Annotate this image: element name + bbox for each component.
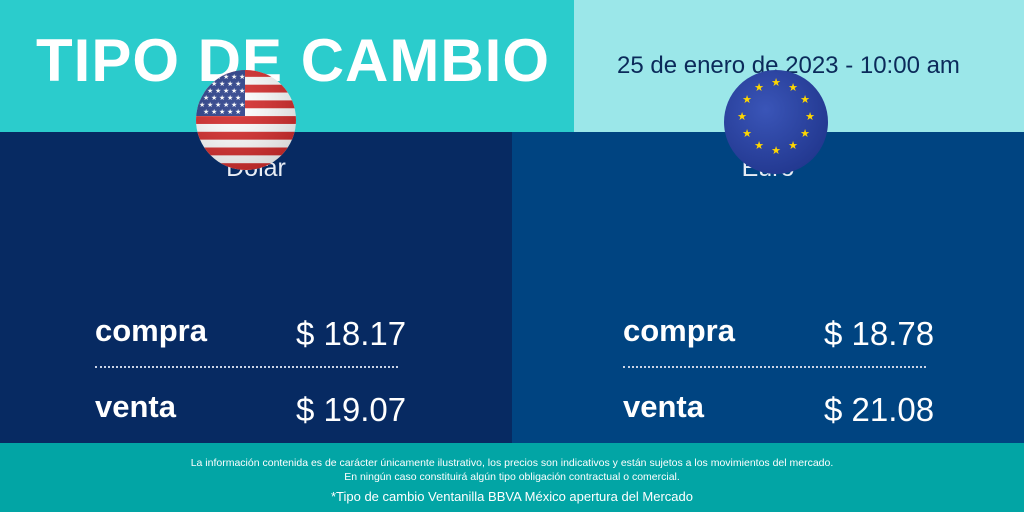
svg-text:★: ★ [771,76,781,89]
dollar-buy-value: $ 18.17 [296,315,407,352]
us-flag-icon: ★★★★★ ★★★★★ ★★★★★★ ★★★★★ ★★★★★★ ★★★★★ [196,70,296,170]
euro-buy-label: compra [623,313,735,348]
disclaimer-line-1: La información contenida es de carácter … [190,457,834,469]
dollar-buy-label: compra [95,313,207,348]
svg-text:★: ★ [754,81,764,94]
svg-text:★: ★ [742,93,752,106]
source-note: *Tipo de cambio Ventanilla BBVA México a… [330,489,694,504]
svg-text:★: ★ [805,110,815,123]
dollar-sell-label: venta [95,389,176,424]
dollar-divider [95,366,398,368]
svg-text:★: ★ [742,127,752,140]
dollar-sell-value: $ 19.07 [296,391,407,428]
disclaimer-line-2: En ningún caso constituirá algún tipo ob… [344,471,680,483]
euro-buy-value: $ 18.78 [824,315,935,352]
svg-text:★: ★ [754,139,764,152]
footer: La información contenida es de carácter … [0,443,1024,512]
svg-text:★: ★ [771,144,781,157]
svg-text:★: ★ [788,81,798,94]
svg-text:★: ★ [800,93,810,106]
dollar-panel: Dólar [0,132,512,443]
eu-flag-icon: ★ ★ ★ ★ ★ ★ ★ ★ ★ ★ ★ ★ [724,70,828,174]
euro-sell-value: $ 21.08 [824,391,935,428]
svg-text:★: ★ [800,127,810,140]
svg-text:★: ★ [788,139,798,152]
svg-text:★: ★ [203,80,209,88]
euro-divider [623,366,926,368]
euro-panel: Euro [512,132,1024,443]
page-title: TIPO DE CAMBIO [36,27,551,94]
svg-text:★: ★ [207,73,213,81]
euro-sell-label: venta [623,389,704,424]
svg-text:★: ★ [737,110,747,123]
